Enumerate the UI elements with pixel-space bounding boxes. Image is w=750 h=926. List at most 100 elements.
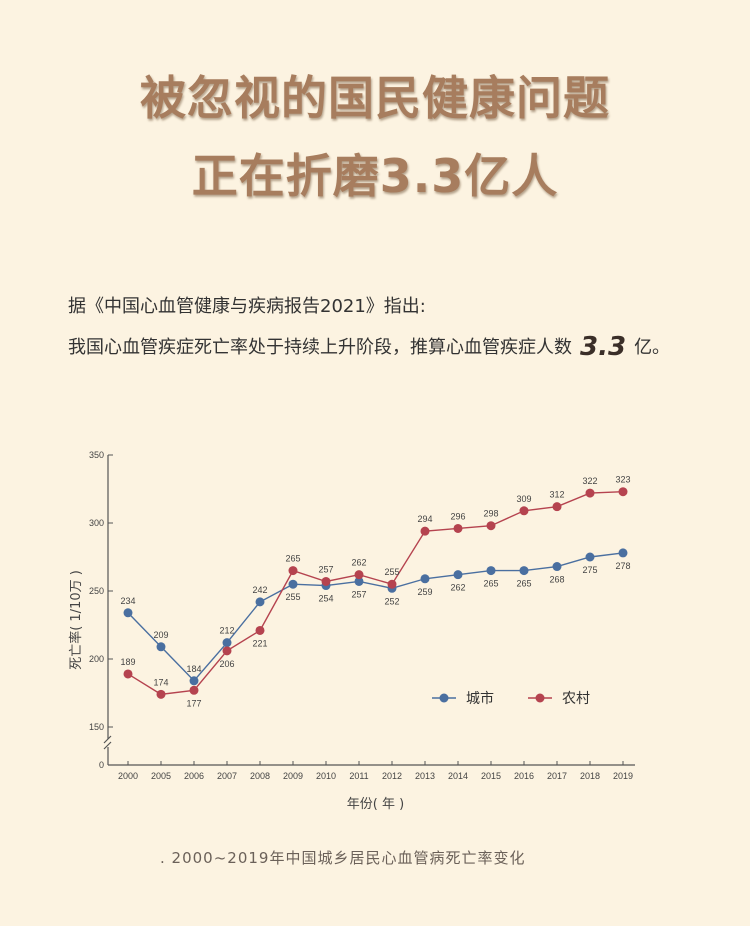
- data-point-rural: [156, 689, 166, 699]
- legend-label-urban: 城市: [466, 690, 494, 707]
- data-label-urban: 209: [153, 630, 168, 640]
- data-point-urban: [156, 642, 166, 652]
- y-tick-label: 200: [89, 654, 104, 664]
- data-label-rural: 312: [549, 490, 564, 500]
- data-label-urban: 252: [384, 596, 399, 606]
- x-tick-label: 2000: [118, 771, 138, 781]
- data-label-urban: 255: [285, 592, 300, 602]
- data-point-urban: [420, 574, 430, 584]
- x-tick-label: 2011: [349, 771, 368, 781]
- x-tick-label: 2010: [316, 771, 336, 781]
- data-point-rural: [585, 488, 595, 498]
- data-point-urban: [618, 548, 628, 558]
- data-point-urban: [222, 638, 232, 648]
- x-tick-label: 2006: [184, 771, 204, 781]
- x-tick-label: 2019: [613, 771, 633, 781]
- y-tick-label: 350: [89, 450, 104, 460]
- axis-break-icon: [103, 735, 112, 750]
- chart-caption: . 2000~2019年中国城乡居民心血管病死亡率变化: [160, 849, 526, 867]
- legend-label-rural: 农村: [562, 691, 590, 707]
- data-label-urban: 242: [252, 585, 267, 595]
- data-point-urban: [453, 570, 463, 580]
- data-label-urban: 212: [219, 626, 234, 636]
- data-label-rural: 298: [483, 509, 498, 519]
- data-label-rural: 206: [219, 659, 234, 669]
- data-point-rural: [189, 685, 199, 695]
- data-point-urban: [288, 579, 298, 589]
- data-label-rural: 221: [252, 638, 267, 648]
- x-tick-label: 2015: [481, 771, 501, 781]
- patient-count-number: 3.3: [580, 332, 627, 362]
- page-title-line-1: 被忽视的国民健康问题: [140, 71, 610, 125]
- data-point-rural: [420, 526, 430, 536]
- data-point-urban: [519, 566, 529, 576]
- data-point-rural: [387, 579, 397, 589]
- data-point-urban: [486, 566, 496, 576]
- statement-prefix: 我国心血管疾症死亡率处于持续上升阶段，推算心血管疾症人数: [68, 337, 572, 358]
- report-source-text: 据《中国心血管健康与疾病报告2021》指出:: [68, 296, 426, 317]
- data-point-rural: [552, 502, 562, 512]
- data-label-urban: 265: [483, 579, 498, 589]
- y-tick-label: 0: [99, 760, 104, 770]
- data-label-urban: 278: [615, 561, 630, 571]
- x-tick-label: 2018: [580, 771, 600, 781]
- data-label-urban: 262: [450, 583, 465, 593]
- x-tick-label: 2013: [415, 771, 435, 781]
- data-label-rural: 177: [186, 698, 201, 708]
- statement-suffix: 亿。: [634, 337, 671, 358]
- statement-text: 我国心血管疾症死亡率处于持续上升阶段，推算心血管疾症人数 3.3 亿。: [68, 330, 671, 362]
- page-title-line-2: 正在折磨3.3亿人: [191, 149, 559, 203]
- data-point-rural: [618, 487, 628, 497]
- data-point-urban: [189, 676, 199, 686]
- y-tick-label: 300: [89, 518, 104, 528]
- y-axis-title: 死亡率( 1/10万 ): [68, 570, 84, 670]
- data-label-urban: 184: [186, 664, 201, 674]
- x-tick-label: 2016: [514, 771, 534, 781]
- series-line-urban: [127, 552, 624, 682]
- data-label-urban: 268: [549, 575, 564, 585]
- data-label-rural: 296: [450, 511, 465, 521]
- data-label-rural: 174: [153, 677, 168, 687]
- data-label-rural: 294: [417, 514, 432, 524]
- y-tick-label: 250: [89, 586, 104, 596]
- data-label-urban: 234: [120, 596, 135, 606]
- data-point-rural: [486, 521, 496, 531]
- data-point-rural: [222, 646, 232, 656]
- data-label-rural: 257: [318, 564, 333, 574]
- data-label-rural: 323: [615, 475, 630, 485]
- data-label-urban: 259: [417, 587, 432, 597]
- x-tick-label: 2005: [151, 771, 171, 781]
- x-tick-label: 2009: [283, 771, 303, 781]
- series-line-rural: [127, 491, 624, 696]
- data-point-rural: [354, 570, 364, 580]
- x-tick-label: 2008: [250, 771, 270, 781]
- data-label-urban: 265: [516, 579, 531, 589]
- x-tick-label: 2014: [448, 771, 468, 781]
- data-label-rural: 255: [384, 567, 399, 577]
- data-label-rural: 262: [351, 558, 366, 568]
- legend-marker-rural: [535, 693, 545, 703]
- data-label-urban: 275: [582, 565, 597, 575]
- data-point-urban: [585, 552, 595, 562]
- data-label-rural: 322: [582, 476, 597, 486]
- data-point-urban: [123, 608, 133, 618]
- x-tick-label: 2017: [547, 771, 567, 781]
- data-point-rural: [288, 566, 298, 576]
- data-label-rural: 265: [285, 554, 300, 564]
- data-point-urban: [255, 597, 265, 607]
- data-label-urban: 254: [318, 594, 333, 604]
- x-tick-label: 2012: [382, 771, 402, 781]
- data-point-rural: [123, 669, 133, 679]
- y-tick-label: 150: [89, 722, 104, 732]
- data-label-rural: 309: [516, 494, 531, 504]
- data-point-urban: [354, 576, 364, 586]
- data-point-rural: [519, 506, 529, 516]
- data-point-rural: [255, 625, 265, 635]
- legend-marker-urban: [439, 693, 449, 703]
- x-tick-label: 2007: [217, 771, 237, 781]
- data-label-urban: 257: [351, 589, 366, 599]
- data-point-rural: [321, 576, 331, 586]
- x-axis-title: 年份( 年 ): [347, 797, 404, 812]
- mortality-line-chart: 0 150 200 250 300 350 2000 2005 2006 2007 2008 2009…: [68, 450, 635, 812]
- data-label-rural: 189: [120, 657, 135, 667]
